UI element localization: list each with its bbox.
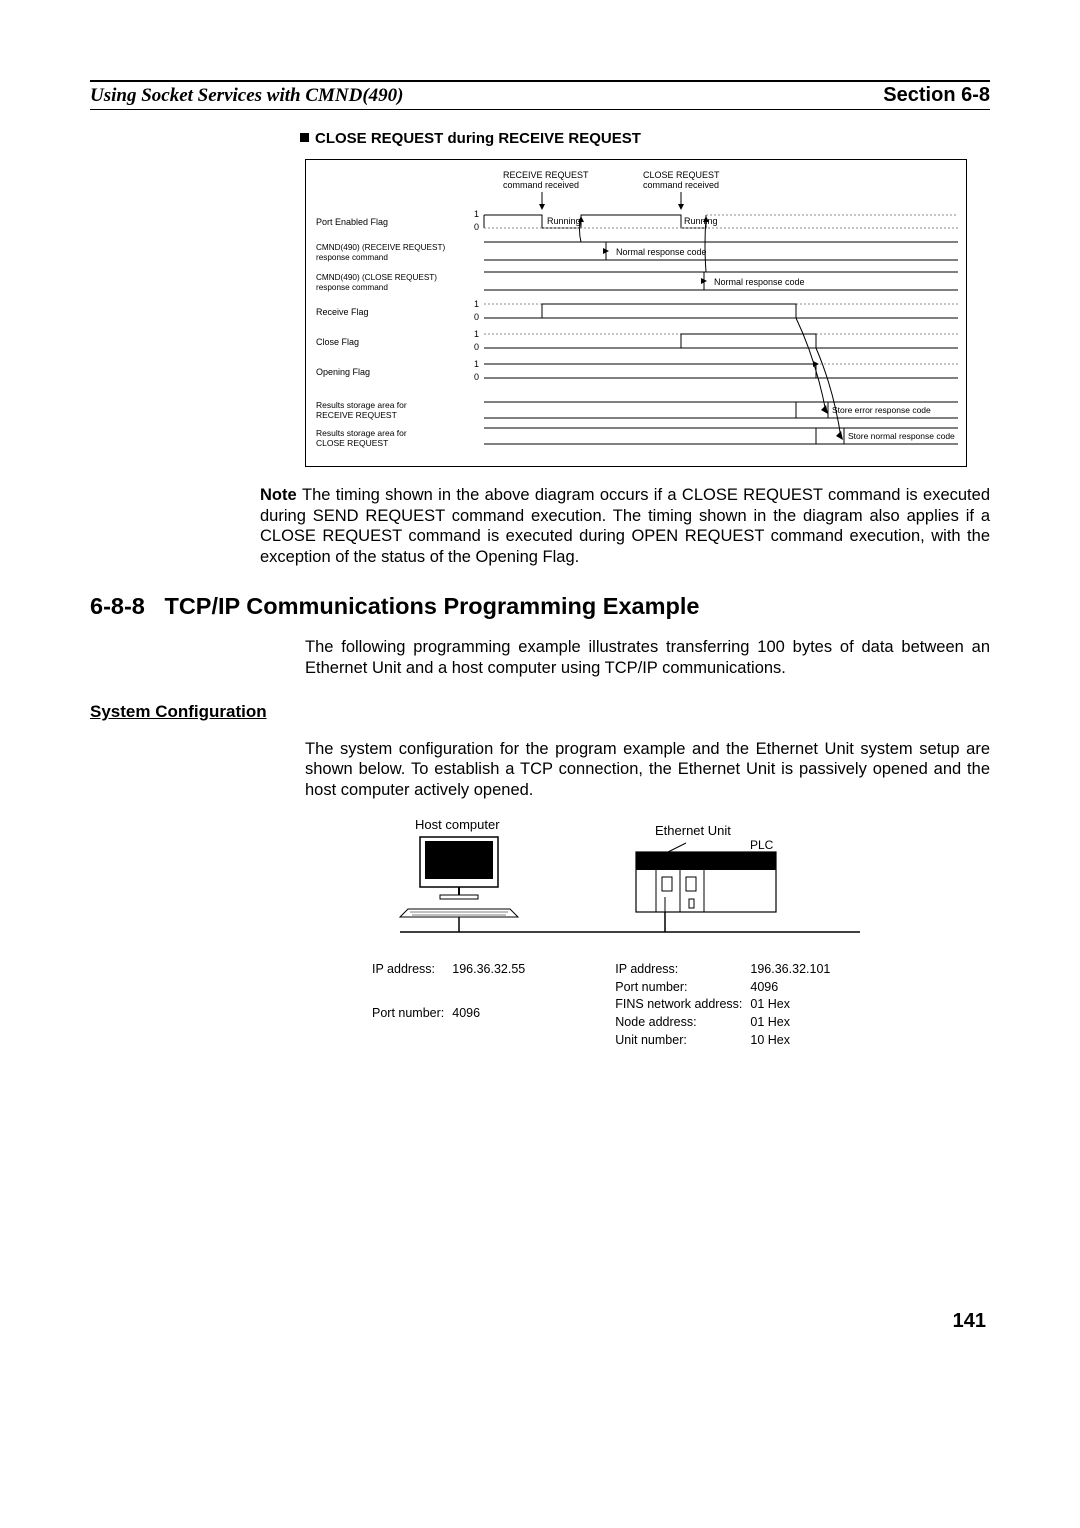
- row-cmnd-recv-l2: response command: [316, 253, 388, 262]
- note-label: Note: [260, 486, 297, 504]
- sysconfig-text: The system configuration for the program…: [305, 739, 990, 801]
- row-results-close-l1: Results storage area for: [316, 428, 407, 438]
- section-intro: The following programming example illust…: [305, 637, 990, 678]
- svg-text:0: 0: [474, 312, 479, 322]
- section-heading: 6-8-8 TCP/IP Communications Programming …: [90, 593, 990, 620]
- note-paragraph: Note The timing shown in the above diagr…: [260, 485, 990, 568]
- svg-text:1: 1: [474, 329, 479, 339]
- row-port-enabled-label: Port Enabled Flag: [316, 217, 388, 227]
- svg-text:1: 1: [474, 299, 479, 309]
- header-left-title: Using Socket Services with CMND(490): [90, 85, 404, 107]
- row-opening-flag: Opening Flag: [316, 367, 370, 377]
- eth-ip-label: IP address:: [615, 962, 748, 978]
- row-cmnd-close-l2: response command: [316, 283, 388, 292]
- eth-node-label: Node address:: [615, 1015, 748, 1031]
- eth-address-table: IP address:196.36.32.101 Port number:409…: [613, 960, 838, 1050]
- eth-unit-value: 10 Hex: [750, 1033, 836, 1049]
- page-number: 141: [90, 1310, 990, 1333]
- svg-text:Store normal response code: Store normal response code: [848, 431, 955, 441]
- bullet-square-icon: [300, 133, 309, 142]
- eth-port-value: 4096: [750, 980, 836, 996]
- diagram-title: CLOSE REQUEST during RECEIVE REQUEST: [300, 130, 990, 147]
- recv-label-l1: RECEIVE REQUEST: [503, 170, 589, 180]
- svg-text:0: 0: [474, 222, 479, 232]
- eth-unit-label: Unit number:: [615, 1033, 748, 1049]
- host-computer-label: Host computer: [415, 817, 500, 832]
- plc-label: PLC: [750, 838, 774, 852]
- section-number: 6-8-8: [90, 593, 145, 619]
- svg-text:Running: Running: [684, 216, 718, 226]
- host-port-value: 4096: [452, 1006, 531, 1048]
- host-ip-value: 196.36.32.55: [452, 962, 531, 1004]
- eth-node-value: 01 Hex: [750, 1015, 836, 1031]
- note-text: The timing shown in the above diagram oc…: [260, 486, 990, 566]
- host-port-label: Port number:: [372, 1006, 450, 1048]
- eth-fins-value: 01 Hex: [750, 997, 836, 1013]
- sysconfig-heading: System Configuration: [90, 702, 990, 722]
- eth-ip-value: 196.36.32.101: [750, 962, 836, 978]
- host-address-table: IP address:196.36.32.55 Port number:4096: [370, 960, 533, 1050]
- close-label-l2: command received: [643, 180, 719, 190]
- row-results-recv-l2: RECEIVE REQUEST: [316, 410, 397, 420]
- timing-diagram: RECEIVE REQUEST command received CLOSE R…: [305, 159, 967, 467]
- svg-text:0: 0: [474, 372, 479, 382]
- page-header: Using Socket Services with CMND(490) Sec…: [90, 80, 990, 110]
- row-results-recv-l1: Results storage area for: [316, 400, 407, 410]
- host-ip-label: IP address:: [372, 962, 450, 1004]
- system-config-diagram: Host computer Ethernet Unit PLC: [370, 817, 890, 1050]
- svg-text:1: 1: [474, 359, 479, 369]
- row-cmnd-close-l1: CMND(490) (CLOSE REQUEST): [316, 273, 437, 282]
- row-results-close-l2: CLOSE REQUEST: [316, 438, 388, 448]
- eth-fins-label: FINS network address:: [615, 997, 748, 1013]
- svg-text:Normal response code: Normal response code: [714, 277, 805, 287]
- section-title: TCP/IP Communications Programming Exampl…: [164, 593, 699, 619]
- header-right-section: Section 6-8: [883, 84, 990, 107]
- svg-text:0: 0: [474, 342, 479, 352]
- svg-text:1: 1: [474, 209, 479, 219]
- diagram-title-text: CLOSE REQUEST during RECEIVE REQUEST: [315, 130, 641, 147]
- svg-text:Normal response code: Normal response code: [616, 247, 707, 257]
- row-close-flag: Close Flag: [316, 337, 359, 347]
- svg-text:Store error response code: Store error response code: [832, 405, 931, 415]
- row-receive-flag: Receive Flag: [316, 307, 369, 317]
- svg-text:Running: Running: [547, 216, 581, 226]
- eth-port-label: Port number:: [615, 980, 748, 996]
- row-cmnd-recv-l1: CMND(490) (RECEIVE REQUEST): [316, 243, 445, 252]
- ethernet-unit-label: Ethernet Unit: [655, 823, 731, 838]
- close-label-l1: CLOSE REQUEST: [643, 170, 720, 180]
- recv-label-l2: command received: [503, 180, 579, 190]
